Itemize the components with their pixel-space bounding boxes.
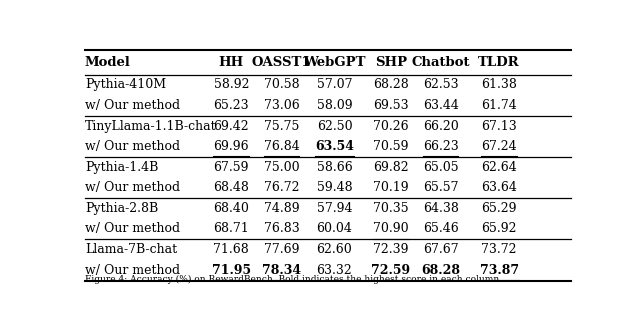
Text: 62.50: 62.50 [317,119,352,133]
Text: 64.38: 64.38 [422,202,458,215]
Text: 69.96: 69.96 [214,140,249,153]
Text: 63.44: 63.44 [422,99,458,112]
Text: 72.59: 72.59 [371,264,410,277]
Text: Pythia-1.4B: Pythia-1.4B [85,161,158,174]
Text: 58.92: 58.92 [214,78,249,91]
Text: w/ Our method: w/ Our method [85,99,180,112]
Text: Model: Model [85,56,131,69]
Text: 73.72: 73.72 [481,243,517,256]
Text: 70.58: 70.58 [264,78,299,91]
Text: TLDR: TLDR [478,56,520,69]
Text: w/ Our method: w/ Our method [85,264,180,277]
Text: 67.59: 67.59 [214,161,249,174]
Text: 71.95: 71.95 [212,264,251,277]
Text: 74.89: 74.89 [264,202,299,215]
Text: 69.82: 69.82 [373,161,409,174]
Text: 62.53: 62.53 [423,78,458,91]
Text: 58.66: 58.66 [317,161,353,174]
Text: 69.42: 69.42 [214,119,249,133]
Text: 67.67: 67.67 [423,243,458,256]
Text: 75.75: 75.75 [264,119,299,133]
Text: SHP: SHP [375,56,407,69]
Text: 61.38: 61.38 [481,78,517,91]
Text: 73.87: 73.87 [479,264,518,277]
Text: w/ Our method: w/ Our method [85,140,180,153]
Text: 67.13: 67.13 [481,119,517,133]
Text: 76.72: 76.72 [264,181,299,194]
Text: 68.71: 68.71 [213,223,249,235]
Text: 70.26: 70.26 [373,119,409,133]
Text: 72.39: 72.39 [373,243,409,256]
Text: 71.68: 71.68 [213,243,249,256]
Text: 68.28: 68.28 [421,264,460,277]
Text: Pythia-410M: Pythia-410M [85,78,166,91]
Text: 75.00: 75.00 [264,161,299,174]
Text: 58.09: 58.09 [317,99,352,112]
Text: 70.59: 70.59 [373,140,409,153]
Text: 76.83: 76.83 [264,223,300,235]
Text: 68.48: 68.48 [213,181,249,194]
Text: 76.84: 76.84 [264,140,300,153]
Text: 77.69: 77.69 [264,243,299,256]
Text: Figure 4: Accuracy (%) on RewardBench. Bold indicates the highest score in each : Figure 4: Accuracy (%) on RewardBench. B… [85,275,502,284]
Text: 78.34: 78.34 [262,264,301,277]
Text: 66.20: 66.20 [422,119,458,133]
Text: 63.32: 63.32 [317,264,353,277]
Text: 65.23: 65.23 [214,99,249,112]
Text: 66.23: 66.23 [422,140,458,153]
Text: w/ Our method: w/ Our method [85,223,180,235]
Text: 70.35: 70.35 [373,202,409,215]
Text: TinyLlama-1.1B-chat: TinyLlama-1.1B-chat [85,119,216,133]
Text: HH: HH [219,56,244,69]
Text: 57.07: 57.07 [317,78,352,91]
Text: 60.04: 60.04 [317,223,353,235]
Text: 63.64: 63.64 [481,181,517,194]
Text: Llama-7B-chat: Llama-7B-chat [85,243,177,256]
Text: Pythia-2.8B: Pythia-2.8B [85,202,158,215]
Text: 65.57: 65.57 [423,181,458,194]
Text: 63.54: 63.54 [315,140,354,153]
Text: w/ Our method: w/ Our method [85,181,180,194]
Text: Chatbot: Chatbot [412,56,470,69]
Text: 68.40: 68.40 [213,202,249,215]
Text: 62.60: 62.60 [317,243,353,256]
Text: 65.29: 65.29 [481,202,517,215]
Text: 61.74: 61.74 [481,99,517,112]
Text: 70.19: 70.19 [373,181,409,194]
Text: 57.94: 57.94 [317,202,352,215]
Text: 65.05: 65.05 [423,161,458,174]
Text: 65.46: 65.46 [422,223,458,235]
Text: 68.28: 68.28 [373,78,409,91]
Text: 65.92: 65.92 [481,223,517,235]
Text: 73.06: 73.06 [264,99,300,112]
Text: 62.64: 62.64 [481,161,517,174]
Text: 69.53: 69.53 [373,99,409,112]
Text: OASST1: OASST1 [252,56,311,69]
Text: 67.24: 67.24 [481,140,517,153]
Text: 70.90: 70.90 [373,223,409,235]
Text: 59.48: 59.48 [317,181,352,194]
Text: WebGPT: WebGPT [303,56,365,69]
